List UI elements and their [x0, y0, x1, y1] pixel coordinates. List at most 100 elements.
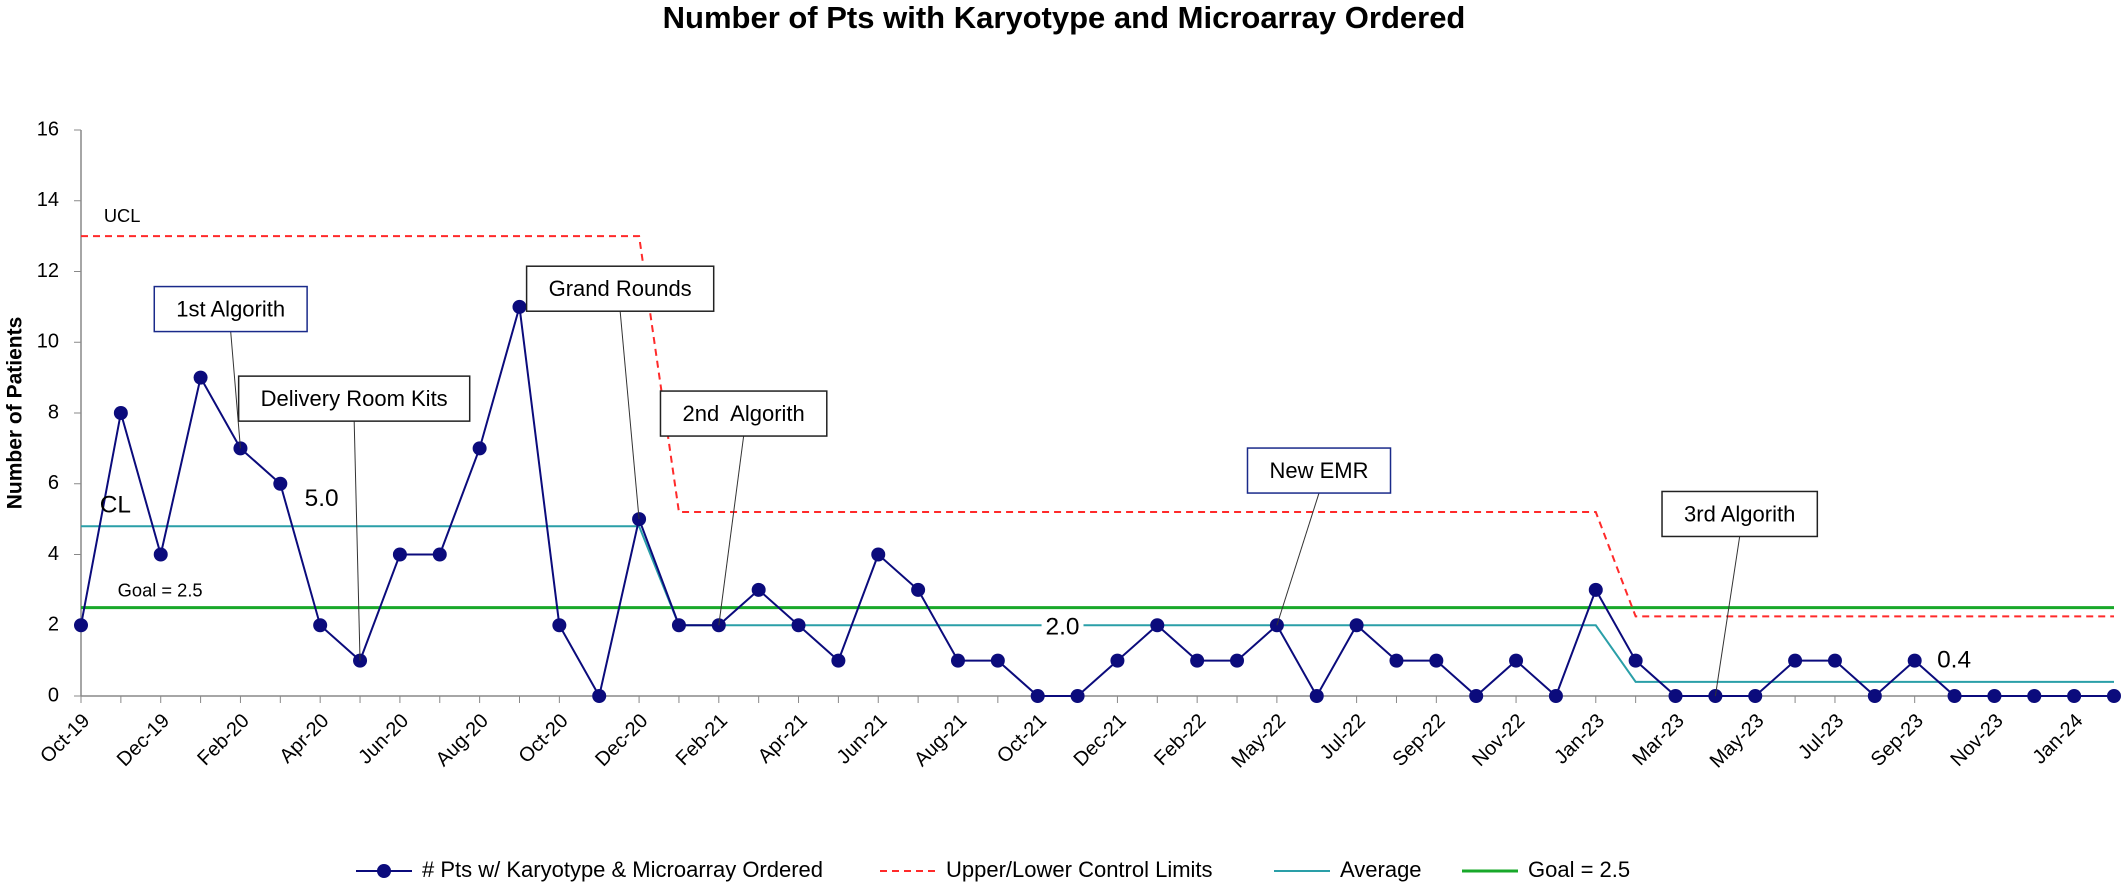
callout-box [1661, 490, 1819, 538]
x-tick-label: Oct-20 [515, 710, 573, 768]
data-point [1947, 689, 1962, 703]
data-point [392, 547, 407, 562]
data-point [911, 582, 926, 597]
callout: Delivery Room Kits [237, 375, 471, 661]
data-point [1110, 653, 1125, 668]
data-point [1190, 653, 1205, 668]
x-tick-label: Sep-22 [1388, 710, 1449, 771]
x-tick-label: Apr-20 [275, 710, 333, 768]
data-point [1628, 653, 1643, 668]
x-tick-label: Sep-23 [1867, 710, 1928, 771]
legend-label: # Pts w/ Karyotype & Microarray Ordered [422, 857, 823, 882]
x-tick-label: Dec-20 [591, 710, 652, 771]
data-point [1588, 582, 1603, 597]
callout-leader [353, 421, 361, 661]
data-point [74, 618, 88, 633]
data-point [1788, 653, 1803, 668]
data-point [432, 547, 447, 562]
x-tick-label: Jan-23 [1550, 710, 1609, 769]
series-line [80, 306, 2114, 699]
data-point [1429, 653, 1444, 668]
data-point [1748, 689, 1763, 703]
y-tick-label: 4 [48, 543, 59, 565]
callout: 1st Algorith [153, 285, 308, 449]
data-point [512, 299, 527, 314]
legend-label: Upper/Lower Control Limits [946, 857, 1213, 882]
x-tick-label: Jul-23 [1794, 710, 1848, 764]
x-tick-label: Jun-20 [354, 710, 413, 769]
y-tick-label: 10 [37, 331, 59, 353]
data-point [472, 441, 487, 456]
x-tick-label: Feb-22 [1150, 710, 1210, 770]
annotation-bg [1041, 613, 1084, 641]
y-tick-label: 0 [48, 684, 59, 706]
x-tick-label: Jul-22 [1316, 710, 1370, 764]
x-tick-label: Aug-20 [432, 710, 493, 771]
data-point [2067, 689, 2082, 703]
y-tick-label: 16 [37, 118, 59, 140]
callout-label: Grand Rounds [549, 276, 692, 301]
callout-box [659, 390, 828, 437]
data-point [1827, 653, 1842, 668]
data-point [273, 476, 288, 491]
annotation: 2.0 [1046, 614, 1080, 641]
x-tick-label: Jun-21 [833, 710, 892, 769]
series-line [81, 235, 2114, 618]
x-tick-label: Nov-22 [1468, 710, 1529, 771]
data-point [1548, 689, 1563, 703]
data-point [113, 406, 128, 420]
y-tick-label: 14 [37, 189, 59, 211]
callout-label: 2nd Algorith [682, 401, 804, 426]
annotation: UCL [104, 205, 141, 226]
x-tick-label: Apr-21 [754, 710, 812, 768]
callout-leader [1276, 492, 1320, 626]
data-point [1469, 689, 1484, 703]
callout: 3rd Algorith [1661, 490, 1819, 697]
data-point [552, 618, 567, 633]
data-point [2107, 689, 2121, 703]
data-point [1349, 618, 1364, 633]
x-tick-label: Oct-19 [36, 710, 94, 768]
callout-label: 1st Algorith [176, 297, 285, 322]
data-point [751, 582, 766, 597]
legend-marker [377, 864, 391, 878]
data-point [1907, 653, 1922, 668]
data-point [2027, 689, 2042, 703]
y-tick-label: 8 [48, 401, 59, 423]
data-point [1509, 653, 1524, 668]
data-point [1309, 689, 1324, 703]
callout: Grand Rounds [525, 265, 715, 520]
x-tick-label: Dec-21 [1070, 710, 1131, 771]
callout-box [1246, 447, 1392, 494]
data-point [1030, 689, 1045, 703]
callout-label: 3rd Algorith [1684, 501, 1795, 526]
annotation: CL [100, 492, 131, 519]
callout-box [153, 285, 308, 333]
data-point [990, 653, 1005, 668]
x-tick-label: Dec-19 [113, 710, 174, 771]
y-tick-label: 12 [37, 260, 59, 282]
callout: New EMR [1246, 447, 1392, 626]
data-point [1150, 618, 1165, 633]
x-tick-label: Jan-24 [2029, 710, 2088, 769]
annotation: Goal = 2.5 [118, 579, 203, 600]
data-point [791, 618, 806, 633]
data-point [831, 653, 846, 668]
series-line [81, 525, 2114, 683]
chart-title: Number of Pts with Karyotype and Microar… [663, 0, 1466, 35]
data-point [153, 547, 168, 562]
data-point [1867, 689, 1882, 703]
x-tick-label: May-22 [1227, 710, 1290, 773]
data-point [592, 689, 607, 703]
legend-label: Goal = 2.5 [1528, 857, 1630, 882]
data-point [1987, 689, 2002, 703]
y-tick-label: 2 [48, 614, 59, 636]
callout-leader [230, 331, 241, 449]
data-point [950, 653, 965, 668]
annotation-bg [1933, 646, 1976, 674]
x-tick-label: Oct-21 [993, 710, 1051, 768]
x-tick-label: Aug-21 [910, 710, 971, 771]
data-point [1668, 689, 1683, 703]
data-point [1389, 653, 1404, 668]
